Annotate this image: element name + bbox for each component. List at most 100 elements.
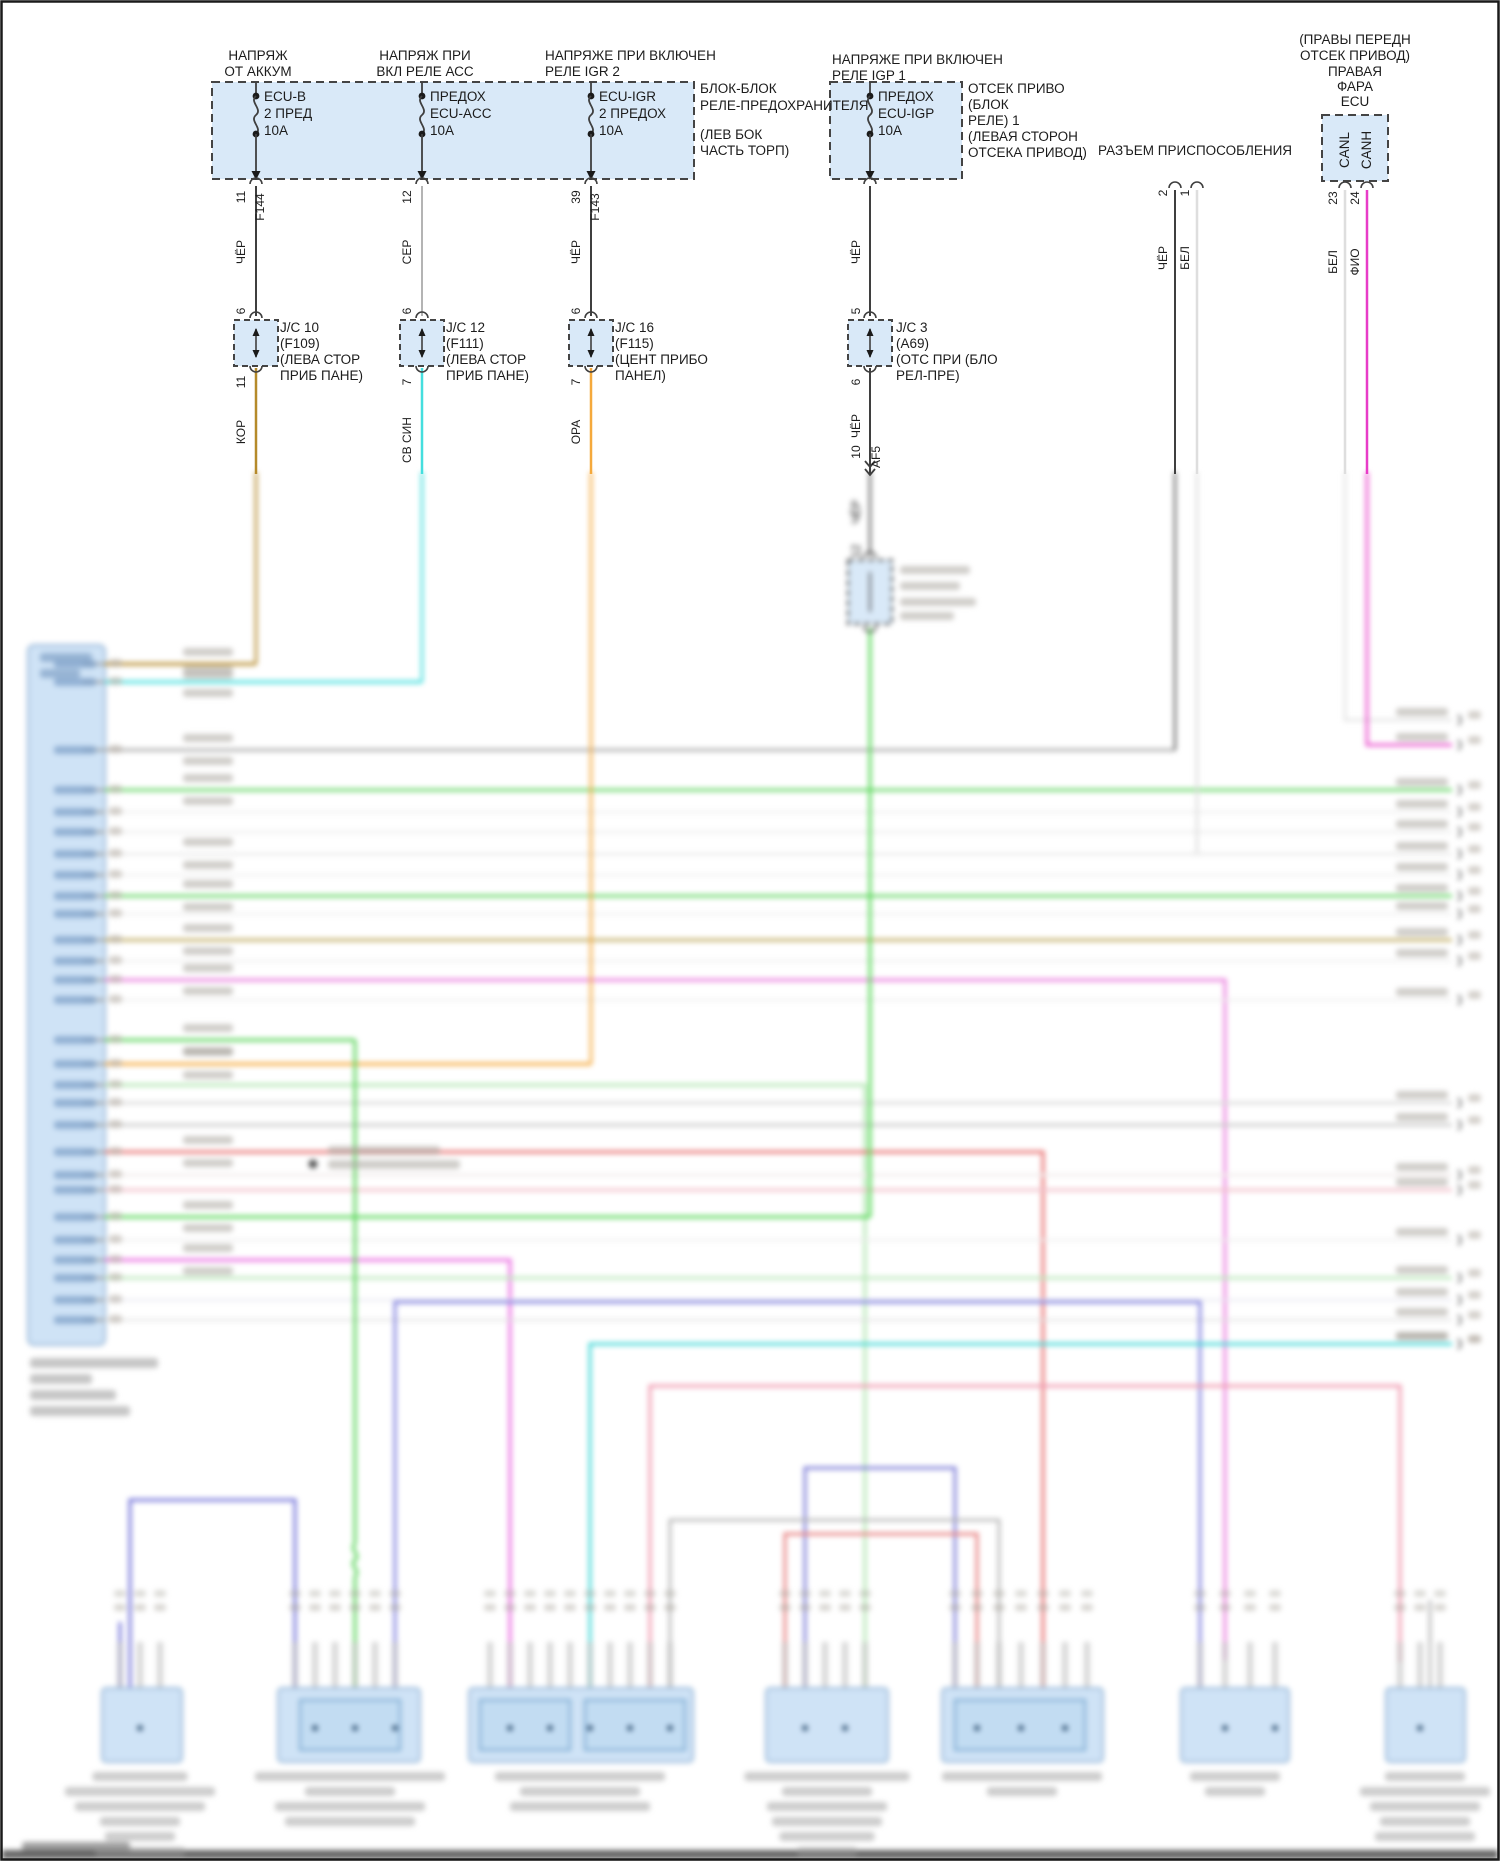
pin-tick-bar — [664, 1604, 676, 1611]
fuse2-rating: 10A — [430, 123, 454, 138]
pin-tick-bar — [584, 1604, 596, 1611]
edge-pin-number-bar — [1468, 845, 1481, 853]
ecu-pin-label-bar — [54, 1316, 96, 1324]
fuse1-rating: 10A — [264, 123, 288, 138]
pin-number: 10 — [849, 445, 863, 459]
pin-tick-bar — [859, 1604, 871, 1611]
arrow-down-icon — [866, 350, 874, 358]
connector-caption-bar — [987, 1787, 1057, 1796]
connector-pin-bump — [249, 365, 263, 373]
pin-number-bar — [109, 909, 122, 917]
ecu-pin-label-bar — [54, 786, 96, 794]
pin-tick-bar — [289, 1604, 301, 1611]
relaybox-name3: РЕЛЕ) 1 — [968, 113, 1020, 128]
blurred-text-bar — [183, 734, 233, 742]
accessory-connector-label: РАЗЪЕМ ПРИСПОСОБЛЕНИЯ — [1098, 143, 1292, 158]
edge-pin-number-bar — [1468, 1291, 1481, 1299]
connector-pin-bump — [249, 177, 263, 185]
pin-tick-bar — [154, 1590, 166, 1597]
blurred-text-bar — [183, 964, 233, 972]
blurred-text-bar — [183, 947, 233, 955]
pin-tick-bar — [779, 1604, 791, 1611]
connector-sub-block — [299, 1699, 401, 1751]
blurred-text-bar — [1396, 708, 1448, 716]
connector-caption-bar — [1190, 1772, 1280, 1781]
pin-stub — [292, 1642, 298, 1690]
connector-caption-bar — [92, 1772, 188, 1781]
pin-number-bar — [109, 677, 122, 685]
fuse-element-icon — [867, 95, 873, 135]
connector-caption-bar — [100, 1817, 180, 1826]
pin-tick-bar — [644, 1604, 656, 1611]
edge-pin-number-bar — [1468, 905, 1481, 913]
pin-tick-bar — [993, 1590, 1005, 1597]
pin-tick-bar — [819, 1590, 831, 1597]
pin-tick-bar — [329, 1590, 341, 1597]
relaybox-location2: ОТСЕКА ПРИВОД) — [968, 145, 1087, 160]
terminal-dot — [137, 1725, 143, 1731]
connector-caption-bar — [95, 1847, 185, 1856]
ecu-connector-block — [27, 644, 106, 1346]
arrow-down-icon — [251, 171, 261, 180]
blurred-text-bar — [1396, 820, 1448, 828]
pin-tick-bar — [1269, 1590, 1281, 1597]
pin-tick-bar — [484, 1604, 496, 1611]
connector-pin-bump — [863, 551, 877, 559]
relay-fuse-box — [211, 81, 695, 180]
ecu-pin-label-bar — [54, 936, 96, 944]
pin-stub — [1272, 1642, 1278, 1690]
terminal-dot — [312, 1725, 318, 1731]
pin-number-bar — [109, 1235, 122, 1243]
arrow-down-icon — [587, 350, 595, 358]
pin-tick-bar — [1015, 1590, 1027, 1597]
pin-number-bar — [109, 785, 122, 793]
blurred-text-bar — [183, 648, 233, 656]
blurred-text-bar — [183, 757, 233, 765]
ecu-header-bar — [40, 653, 92, 662]
supply-label-acc: НАПРЯЖ ПРИ — [379, 48, 470, 63]
blurred-text-bar — [1396, 902, 1448, 910]
terminal-dot — [587, 1725, 593, 1731]
pin-tick-bar — [1244, 1590, 1256, 1597]
pin-number: 2 — [1156, 189, 1170, 196]
edge-pin-bump — [1457, 739, 1462, 751]
pin-tick-bar — [504, 1604, 516, 1611]
pin-number-bar — [109, 956, 122, 964]
inline-connector-chevron-icon — [864, 468, 876, 477]
headlamp-ecu-label: (ПРАВЫ ПЕРЕДН — [1299, 32, 1411, 47]
connector-pin-bump — [584, 177, 598, 185]
fuse-element-icon — [588, 95, 594, 135]
pin-stub — [842, 1642, 848, 1690]
edge-pin-bump — [1457, 869, 1462, 881]
pin-tick-bar — [134, 1604, 146, 1611]
connector-pin-bump — [863, 311, 877, 319]
edge-pin-number-bar — [1468, 1181, 1481, 1189]
fuse4-name: ПРЕДОХ — [878, 89, 934, 104]
pin-tick-bar — [1244, 1604, 1256, 1611]
terminal-dot — [352, 1725, 358, 1731]
blurred-lower-section: ЧЁР 12 — [2, 472, 1498, 1859]
blurred-text-bar — [1396, 800, 1448, 808]
pin-number-bar — [109, 659, 122, 667]
connector-pin-bump — [863, 625, 877, 633]
blurred-text-bar — [183, 924, 233, 932]
connector-caption-bar — [65, 1787, 215, 1796]
fuse-element-icon — [253, 95, 259, 135]
blurred-text-bar — [183, 861, 233, 869]
connector-caption-bar — [495, 1772, 665, 1781]
connector-pin-bump — [863, 365, 877, 373]
connector-pin-bump — [1168, 181, 1182, 189]
ecu-pin-label-bar — [54, 1036, 96, 1044]
blurred-text-bar — [1396, 949, 1448, 957]
pin-tick-bar — [644, 1590, 656, 1597]
pin-tick-bar — [389, 1604, 401, 1611]
edge-pin-bump — [1457, 934, 1462, 946]
pin-number-bar — [109, 1120, 122, 1128]
edge-pin-bump — [1457, 1272, 1462, 1284]
blurred-text-bar — [1396, 1163, 1448, 1171]
wire-run — [105, 1258, 512, 1688]
pin-tick-bar — [329, 1604, 341, 1611]
